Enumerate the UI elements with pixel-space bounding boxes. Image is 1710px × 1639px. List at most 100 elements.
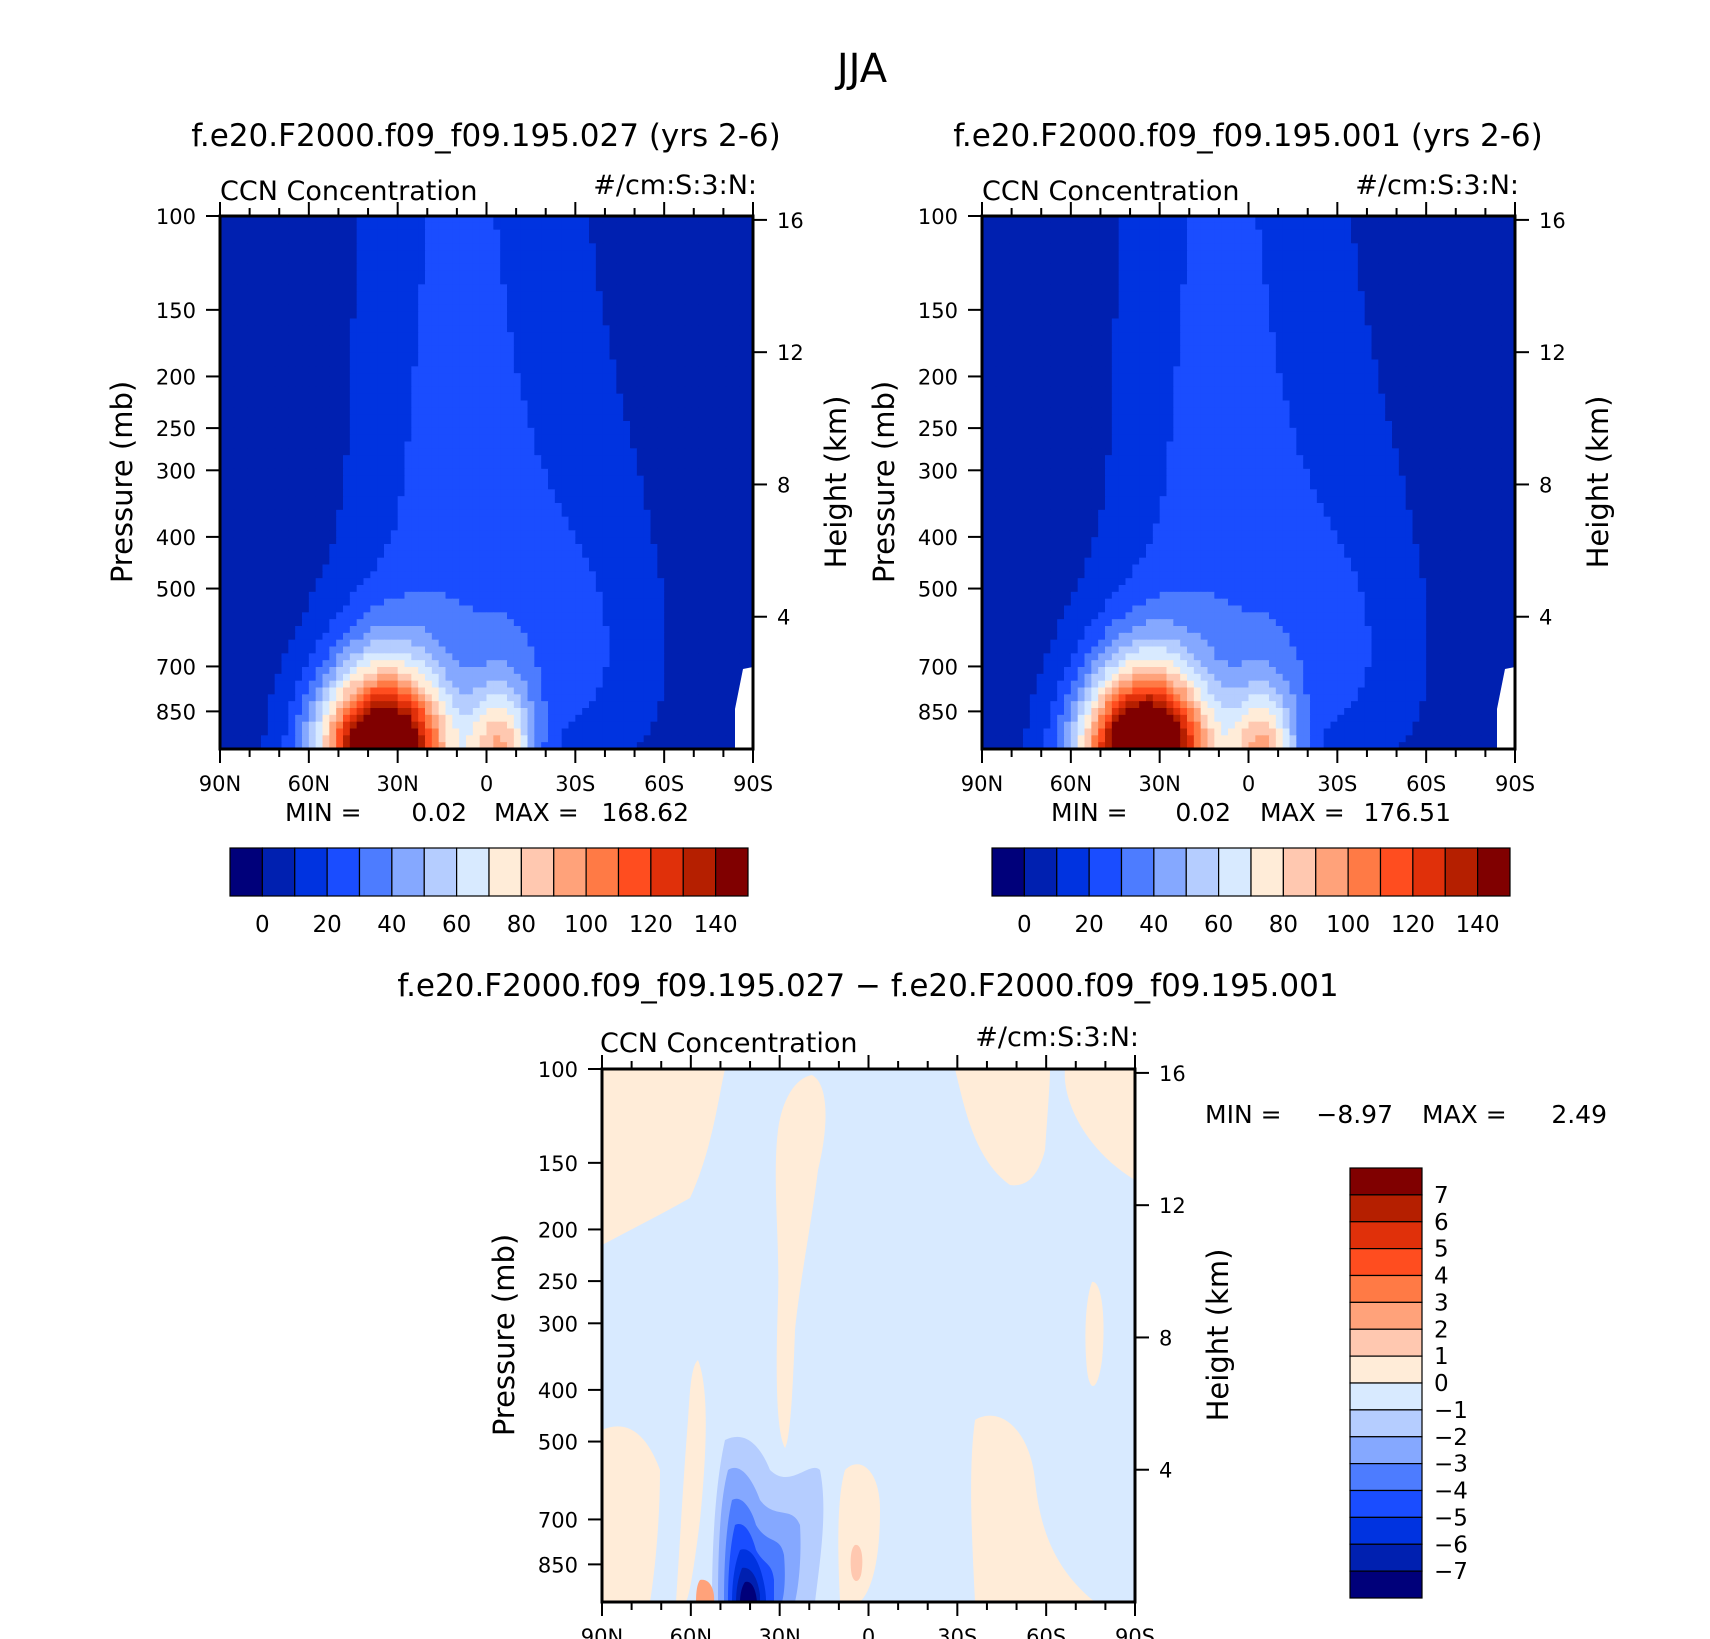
panel-1-field-cell bbox=[691, 407, 699, 415]
panel-1-field-cell bbox=[725, 332, 734, 340]
panel-1-field-cell bbox=[322, 229, 330, 238]
panel-1-field-cell bbox=[643, 393, 652, 402]
panel-1-field-cell bbox=[595, 482, 604, 490]
panel-1-field-cell bbox=[459, 345, 467, 354]
panel-1-field-cell bbox=[691, 550, 699, 559]
panel-1-field-cell bbox=[595, 263, 604, 272]
panel-1-field-cell bbox=[459, 366, 467, 374]
panel-1-field-cell bbox=[493, 345, 501, 354]
panel-1-field-cell bbox=[568, 318, 576, 326]
panel-1-field-cell bbox=[302, 216, 310, 224]
panel-1-field-cell bbox=[466, 298, 474, 306]
panel-1-field-cell bbox=[363, 325, 371, 333]
panel-1-field-cell bbox=[336, 482, 344, 490]
panel-1-field-cell bbox=[698, 304, 706, 313]
panel-1-field-cell bbox=[336, 263, 344, 272]
panel-1-field-cell bbox=[691, 373, 699, 381]
panel-1-field-cell bbox=[452, 366, 460, 374]
panel-1-field-cell bbox=[623, 496, 631, 504]
panel-1-field-cell bbox=[589, 216, 597, 224]
panel-1-field-cell bbox=[507, 318, 515, 326]
panel-1-field-cell bbox=[493, 298, 501, 306]
panel-1-field-cell bbox=[431, 270, 440, 279]
panel-1-field-cell bbox=[267, 434, 276, 443]
panel-1-field-cell bbox=[500, 455, 508, 463]
panel-1-field-cell bbox=[411, 639, 419, 648]
panel-1-field-cell bbox=[247, 311, 255, 320]
panel-1-field-cell bbox=[240, 564, 248, 572]
panel-1-field-cell bbox=[698, 591, 706, 600]
panel-1-field-cell bbox=[356, 304, 365, 313]
panel-1-field-cell bbox=[534, 325, 542, 333]
panel-1-field-cell bbox=[315, 304, 324, 313]
panel-1-field-cell bbox=[691, 482, 699, 490]
panel-1-field-cell bbox=[288, 229, 296, 238]
panel-1-field-cell bbox=[568, 393, 576, 402]
panel-1-field-cell bbox=[425, 585, 433, 593]
panel-1-field-cell bbox=[452, 393, 460, 402]
panel-1-field-cell bbox=[691, 257, 699, 265]
panel-1-field-cell bbox=[582, 250, 590, 258]
panel-1-field-cell bbox=[589, 530, 597, 538]
panel-1-field-cell bbox=[630, 489, 638, 497]
panel-1-field-cell bbox=[527, 339, 535, 347]
panel-1-field-cell bbox=[630, 373, 638, 381]
panel-1-field-cell bbox=[582, 626, 590, 634]
panel-1-field-cell bbox=[486, 427, 494, 436]
panel-1-field-cell bbox=[343, 639, 351, 648]
panel-1-field-cell bbox=[691, 571, 699, 579]
panel-1-field-cell bbox=[233, 632, 242, 641]
panel-1-field-cell bbox=[500, 639, 508, 648]
panel-1-field-cell bbox=[486, 277, 494, 285]
panel-1-field-cell bbox=[425, 557, 433, 566]
panel-1-field-cell bbox=[295, 421, 303, 429]
panel-1-field-cell bbox=[390, 550, 399, 559]
panel-1-field-cell bbox=[568, 626, 576, 634]
panel-1-field-cell bbox=[527, 257, 535, 265]
panel-1-field-cell bbox=[513, 503, 522, 511]
panel-1-field-cell bbox=[657, 339, 665, 347]
panel-1-field-cell bbox=[322, 434, 330, 443]
panel-1-field-cell bbox=[493, 619, 501, 627]
panel-1-field-cell bbox=[609, 523, 617, 531]
panel-1-field-cell bbox=[329, 427, 337, 436]
panel-1-field-cell bbox=[233, 544, 242, 552]
panel-1-field-cell bbox=[636, 455, 645, 463]
panel-1-field-cell bbox=[226, 332, 235, 340]
panel-1-field-cell bbox=[438, 455, 447, 463]
panel-1-field-cell bbox=[698, 427, 706, 436]
panel-1-field-cell bbox=[336, 304, 344, 313]
panel-1-field-cell bbox=[240, 359, 248, 367]
panel-1-field-cell bbox=[698, 421, 706, 429]
panel-1-field-cell bbox=[712, 482, 720, 490]
panel-1-field-cell bbox=[274, 407, 283, 415]
panel-1-field-cell bbox=[657, 516, 665, 525]
panel-1-field-cell bbox=[609, 557, 617, 566]
panel-1-field-cell bbox=[281, 557, 289, 566]
panel-1-field-cell bbox=[671, 475, 679, 484]
panel-1-field-cell bbox=[712, 386, 720, 395]
panel-1-field-cell bbox=[452, 482, 460, 490]
panel-1-field-cell bbox=[732, 304, 740, 313]
panel-1-field-cell bbox=[220, 619, 228, 627]
panel-1-field-cell bbox=[732, 284, 740, 292]
panel-1-field-cell bbox=[520, 591, 529, 600]
panel-1-field-cell bbox=[664, 304, 672, 313]
panel-1-field-cell bbox=[431, 598, 440, 607]
panel-1-field-cell bbox=[329, 284, 337, 292]
panel-1-field-cell bbox=[548, 291, 556, 299]
panel-1-field-cell bbox=[261, 270, 269, 279]
panel-1-field-cell bbox=[404, 591, 412, 600]
panel-1-field-cell bbox=[438, 482, 447, 490]
panel-1-field-cell bbox=[616, 263, 624, 272]
panel-1-field-cell bbox=[281, 332, 289, 340]
panel-1-field-cell bbox=[356, 639, 365, 648]
panel-1-field-cell bbox=[288, 632, 296, 641]
panel-1-field-cell bbox=[390, 571, 399, 579]
panel-1-field-cell bbox=[418, 482, 426, 490]
panel-1-field-cell bbox=[418, 550, 426, 559]
panel-1-field-cell bbox=[315, 291, 324, 299]
panel-1-field-cell bbox=[233, 325, 242, 333]
panel-1-field-cell bbox=[411, 352, 419, 361]
panel-1-field-cell bbox=[281, 325, 289, 333]
